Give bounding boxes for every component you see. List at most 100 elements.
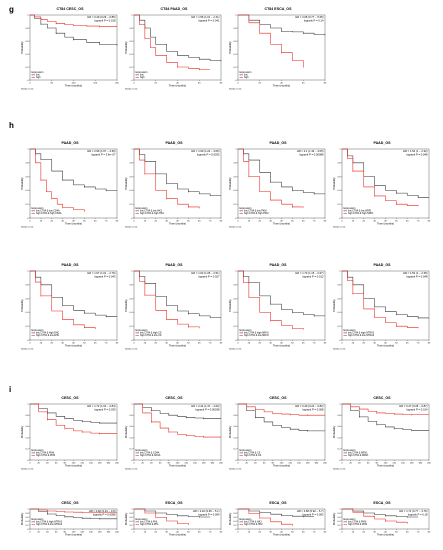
y-tick-label: 0.8 (26, 28, 30, 30)
km-curve-low (342, 508, 419, 518)
x-tick-label: 50 (291, 531, 294, 533)
x-tick-label: 40 (150, 462, 153, 464)
x-tick-label: 120 (80, 462, 84, 464)
hazard-ratio: HR = 0.47 (0.28 − 0.87) (399, 404, 427, 408)
x-axis-label: Time (months) (273, 222, 290, 226)
x-tick-label: 20 (155, 531, 158, 533)
y-tick-label: 0.8 (26, 513, 30, 515)
hazard-ratio: HR = 1.52 (1 − 2.32) (403, 149, 428, 153)
risk-table-heading: Number at risk (229, 468, 241, 471)
plot-frame (133, 14, 222, 81)
hazard-ratio: HR = 1.72 (1.04 − 2.84) (87, 404, 115, 408)
y-tick-label: 1 (131, 509, 133, 511)
km-curve-low (238, 508, 315, 517)
y-axis-label: Probability (228, 177, 232, 190)
x-tick-label: 20 (259, 82, 262, 84)
x-tick-label: 180 (210, 462, 214, 464)
x-tick-label: 70 (313, 531, 316, 533)
km-curve-low (342, 270, 429, 319)
x-tick-label: 40 (280, 531, 283, 533)
x-tick-label: 70 (105, 342, 108, 344)
panel-title: CT84 PAAD_OS (161, 7, 188, 11)
x-tick-label: 160 (202, 462, 206, 464)
legend-entry: high CT84 & CS (244, 454, 262, 457)
x-tick-label: 120 (184, 462, 188, 464)
logrank-p: logrank P = 0.0032 (197, 152, 220, 156)
x-axis-label: Time (months) (273, 84, 290, 88)
x-tick-label: 180 (106, 462, 110, 464)
legend-entry: high CT84 & CD4A (140, 454, 161, 457)
legend-entry: low CT84 & high NTRA2 (36, 521, 63, 524)
x-tick-label: 40 (280, 220, 283, 222)
km-curve-high (238, 270, 304, 330)
km-curve-high (134, 270, 200, 329)
legend-heading: Expression (32, 449, 44, 452)
legend-entry: high (36, 76, 41, 79)
x-tick-label: 120 (80, 531, 84, 533)
legend-entry: high CT84 & high PKM (244, 212, 268, 215)
km-curve-low (238, 148, 325, 195)
x-tick-label: 10 (144, 531, 147, 533)
y-tick-label: 0.2 (26, 67, 30, 69)
km-curve-high (30, 14, 117, 27)
y-tick-label: 0.2 (26, 326, 30, 328)
y-tick-label: 0.2 (130, 326, 134, 328)
y-axis-label: Probability (124, 41, 128, 54)
logrank-p: logrank P = 0.054 (198, 512, 220, 516)
y-tick-label: 0.4 (26, 190, 30, 192)
panel-title: CESC_OS (61, 501, 79, 505)
legend-entry: low CT84 & HK2 (244, 521, 262, 524)
y-tick-label: 0.8 (130, 28, 134, 30)
y-tick-label: 0 (235, 340, 237, 342)
x-tick-label: 30 (373, 342, 376, 344)
x-tick-label: 20 (245, 462, 248, 464)
y-tick-label: 0.6 (130, 176, 134, 178)
y-tick-label: 0.8 (234, 513, 238, 515)
x-tick-label: 10 (248, 342, 251, 344)
legend-heading: Expression (136, 329, 148, 332)
x-axis-label: Time (months) (65, 222, 82, 226)
x-tick-label: 0 (341, 220, 343, 222)
x-tick-label: 180 (314, 462, 318, 464)
km-curve-high (238, 148, 304, 208)
y-tick-label: 0 (131, 218, 133, 220)
y-tick-label: 0 (131, 460, 133, 462)
x-tick-label: 80 (428, 220, 431, 222)
x-tick-label: 20 (259, 342, 262, 344)
x-tick-label: 60 (367, 462, 370, 464)
y-tick-label: 0.8 (130, 415, 134, 417)
legend-entry: high CT84 & PHL (140, 523, 159, 526)
y-axis-label: Probability (332, 425, 336, 438)
y-axis-label: Probability (228, 299, 232, 312)
legend-entry: low CT84 & low PKM (244, 210, 266, 213)
y-tick-label: 0.2 (234, 204, 238, 206)
x-tick-label: 0 (29, 462, 31, 464)
x-tick-label: 80 (324, 220, 327, 222)
x-tick-label: 60 (94, 220, 97, 222)
legend-entry: low CT84 & PHL (140, 521, 158, 524)
y-tick-label: 0.2 (234, 525, 238, 527)
logrank-p: logrank P = 0.041 (198, 18, 220, 22)
y-tick-label: 0.8 (338, 163, 342, 165)
x-tick-label: 0 (237, 462, 239, 464)
hazard-ratio: HR = 1.53 (1 − 2.35) (403, 271, 428, 275)
x-tick-label: 50 (291, 342, 294, 344)
legend-entry: low CT84 & CD4A (140, 452, 160, 455)
panel-letter-g: g (9, 5, 14, 14)
panel-title: PAAD_OS (61, 141, 79, 145)
legend-heading: Expression (32, 329, 44, 332)
x-tick-label: 70 (209, 531, 212, 533)
x-axis-label: Time (months) (377, 533, 394, 537)
logrank-p: logrank P = 0.048 (406, 274, 428, 278)
x-tick-label: 40 (358, 462, 361, 464)
x-tick-label: 140 (297, 462, 301, 464)
x-tick-label: 0 (29, 82, 31, 84)
y-tick-label: 0 (339, 460, 341, 462)
x-axis-label: Time (months) (169, 344, 186, 348)
y-tick-label: 0.4 (338, 312, 342, 314)
x-tick-label: 70 (417, 342, 420, 344)
y-tick-label: 0.2 (234, 449, 238, 451)
hazard-ratio: HR = 1.56 (1.01 − 2.41) (191, 15, 219, 19)
